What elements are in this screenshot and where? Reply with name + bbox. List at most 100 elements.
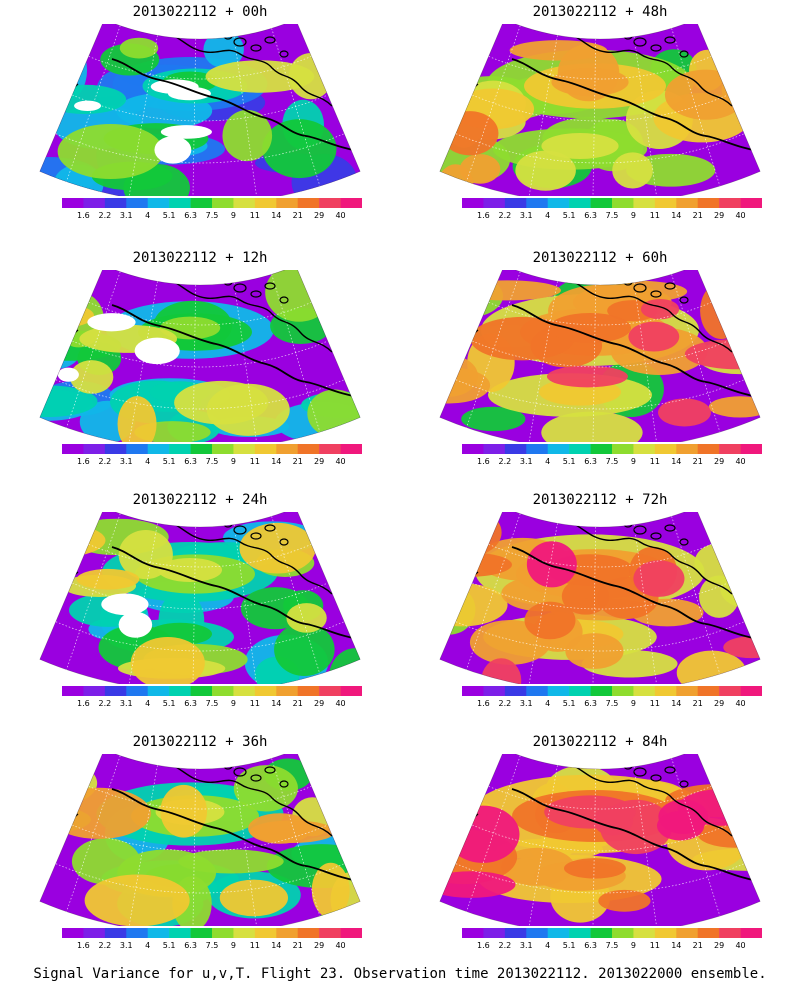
colorbar-swatch [83,686,106,696]
colorbar-swatch [190,686,213,696]
colorbar-swatch [633,928,656,938]
map-panel: 2013022112 + 84h 1.6 2.2 3.1 4 5.1 6.3 7.5 9 11 14… [400,730,800,975]
colorbar-label: 2.2 [98,941,111,950]
colorbar-swatch [612,444,634,454]
colorbar-label: 4 [545,457,550,466]
colorbar-label: 4 [545,941,550,950]
colorbar-swatch [62,686,84,696]
colorbar-swatch [62,444,84,454]
colorbar-swatch [212,444,234,454]
colorbar-label: 1.6 [477,699,490,708]
variance-map [439,270,761,442]
colorbar-label: 21 [293,457,303,466]
colorbar-swatch [697,198,720,208]
colorbar-swatch [654,686,677,696]
colorbar-swatch [697,444,720,454]
colorbar-label: 9 [231,941,236,950]
colorbar-swatch [190,198,213,208]
colorbar-label: 7.5 [206,211,219,220]
colorbar-swatch [526,198,549,208]
colorbar-label: 21 [693,941,703,950]
colorbar-swatch [590,444,613,454]
colorbar-label: 40 [735,941,745,950]
colorbar-swatch [62,928,84,938]
map-panel: 2013022112 + 60h 1.6 2.2 3.1 4 5.1 6.3 7.5 9 11 14… [400,246,800,491]
colorbar-swatch [654,444,677,454]
colorbar-swatch [104,198,127,208]
colorbar-label: 3.1 [520,941,533,950]
colorbar-swatch [547,686,570,696]
colorbar-swatch [697,928,720,938]
colorbar-label: 14 [671,699,681,708]
panel-title: 2013022112 + 84h [532,734,668,750]
colorbar-swatch [340,686,362,696]
colorbar-swatch [654,198,677,208]
colorbar-label: 14 [671,211,681,220]
colorbar-label: 6.3 [584,457,597,466]
colorbar-swatch [569,198,591,208]
colorbar-label: 14 [671,457,681,466]
colorbar-swatch [83,198,106,208]
colorbar-label: 4 [145,211,150,220]
panel-title: 2013022112 + 36h [132,734,268,750]
colorbar-swatch [719,444,741,454]
colorbar-label: 29 [314,941,324,950]
colorbar-label: 11 [250,457,260,466]
colorbar-swatch [319,444,341,454]
colorbar-label: 7.5 [206,941,219,950]
colorbar-swatch [633,198,656,208]
colorbar: 1.6 2.2 3.1 4 5.1 6.3 7.5 9 11 14 21 29 40 [62,198,362,220]
colorbar-label: 11 [650,699,660,708]
colorbar-swatch [569,444,591,454]
map-panel: 2013022112 + 48h 1.6 2.2 3.1 4 5.1 6.3 7.5 9 11 14… [400,0,800,245]
colorbar-swatch [569,928,591,938]
colorbar-swatch [104,928,127,938]
panel-title: 2013022112 + 48h [532,4,668,20]
colorbar-label: 1.6 [77,941,90,950]
colorbar-swatch [254,444,277,454]
colorbar-swatch [612,686,634,696]
colorbar-label: 5.1 [563,457,576,466]
colorbar-swatch [526,686,549,696]
colorbar-label: 5.1 [163,211,176,220]
colorbar-label: 9 [231,699,236,708]
colorbar-label: 5.1 [563,211,576,220]
colorbar-label: 40 [335,457,345,466]
map-panel: 2013022112 + 72h 1.6 2.2 3.1 4 5.1 6.3 7.5 9 11 14… [400,488,800,733]
colorbar: 1.6 2.2 3.1 4 5.1 6.3 7.5 9 11 14 21 29 40 [462,686,762,708]
panel-title: 2013022112 + 12h [132,250,268,266]
colorbar-swatch [654,928,677,938]
colorbar: 1.6 2.2 3.1 4 5.1 6.3 7.5 9 11 14 21 29 40 [62,928,362,950]
colorbar-label: 29 [314,211,324,220]
colorbar-swatch [547,198,570,208]
colorbar-swatch [676,928,699,938]
colorbar-label: 40 [335,211,345,220]
colorbar-swatch [104,444,127,454]
colorbar-swatch [233,686,256,696]
colorbar-swatch [740,686,762,696]
colorbar-label: 7.5 [206,457,219,466]
colorbar-label: 2.2 [498,699,511,708]
colorbar-label: 1.6 [77,457,90,466]
colorbar-swatch [719,686,741,696]
variance-map [439,512,761,684]
colorbar-swatch [212,928,234,938]
colorbar-swatch [147,928,170,938]
colorbar-label: 6.3 [184,457,197,466]
colorbar-label: 2.2 [498,457,511,466]
colorbar-label: 5.1 [163,699,176,708]
colorbar-swatch [126,686,149,696]
colorbar-swatch [169,686,191,696]
panel-title: 2013022112 + 72h [532,492,668,508]
colorbar-swatch [297,928,320,938]
colorbar-swatch [526,928,549,938]
colorbar-label: 9 [231,457,236,466]
colorbar-label: 29 [314,699,324,708]
colorbar-label: 4 [145,941,150,950]
map-panel: 2013022112 + 12h 1.6 2.2 3.1 4 5.1 6.3 7.5 9 11 14… [0,246,400,491]
colorbar: 1.6 2.2 3.1 4 5.1 6.3 7.5 9 11 14 21 29 40 [462,444,762,466]
colorbar-swatch [254,686,277,696]
colorbar: 1.6 2.2 3.1 4 5.1 6.3 7.5 9 11 14 21 29 40 [62,686,362,708]
colorbar-label: 5.1 [163,457,176,466]
colorbar-swatch [276,928,299,938]
